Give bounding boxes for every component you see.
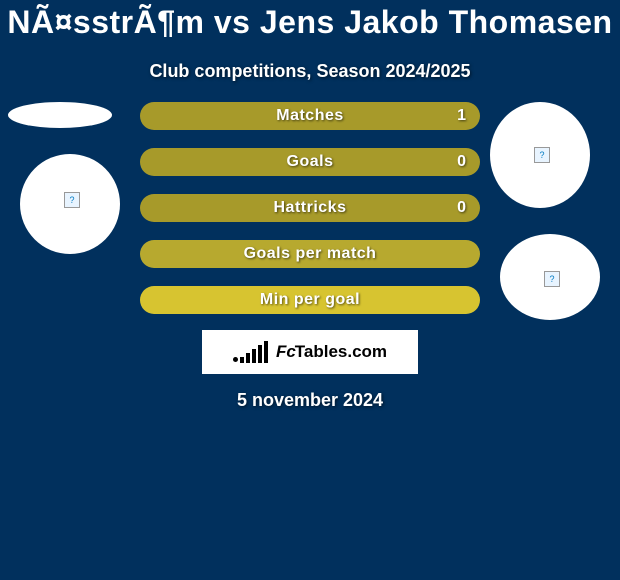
logo-text: FcTables.com <box>276 342 387 362</box>
stat-bar: Goals 0 <box>140 148 480 176</box>
avatar-right-top-placeholder-icon: ? <box>534 147 550 163</box>
avatar-right-bottom: ? <box>500 234 600 320</box>
stat-bars: Matches 1 Goals 0 Hattricks 0 Goals per match M… <box>140 102 480 332</box>
avatar-left-placeholder-icon: ? <box>64 192 80 208</box>
stat-bar-label: Goals <box>287 153 334 171</box>
stat-bar-label: Hattricks <box>274 199 347 217</box>
avatar-right-bottom-placeholder-icon: ? <box>544 271 560 287</box>
generation-date: 5 november 2024 <box>0 390 620 411</box>
stat-bar-label: Goals per match <box>244 245 377 263</box>
stat-bar-label: Matches <box>276 107 344 125</box>
stat-bar: Goals per match <box>140 240 480 268</box>
stat-bar-value: 0 <box>457 194 466 222</box>
stat-bar-value: 0 <box>457 148 466 176</box>
comparison-stage: ? ? ? Matches 1 Goals 0 Hattricks 0 Goals per … <box>0 102 620 580</box>
decor-ellipse <box>8 102 112 128</box>
page-subtitle: Club competitions, Season 2024/2025 <box>0 61 620 82</box>
stat-bar-value: 1 <box>457 102 466 130</box>
avatar-left: ? <box>20 154 120 254</box>
stat-bar-label: Min per goal <box>260 291 360 309</box>
fctables-logo: FcTables.com <box>202 330 418 374</box>
stat-bar: Min per goal <box>140 286 480 314</box>
avatar-right-top: ? <box>490 102 590 208</box>
logo-bars-icon <box>233 341 268 363</box>
stat-bar: Matches 1 <box>140 102 480 130</box>
stat-bar: Hattricks 0 <box>140 194 480 222</box>
page-title: NÃ¤sstrÃ¶m vs Jens Jakob Thomasen <box>0 4 620 41</box>
